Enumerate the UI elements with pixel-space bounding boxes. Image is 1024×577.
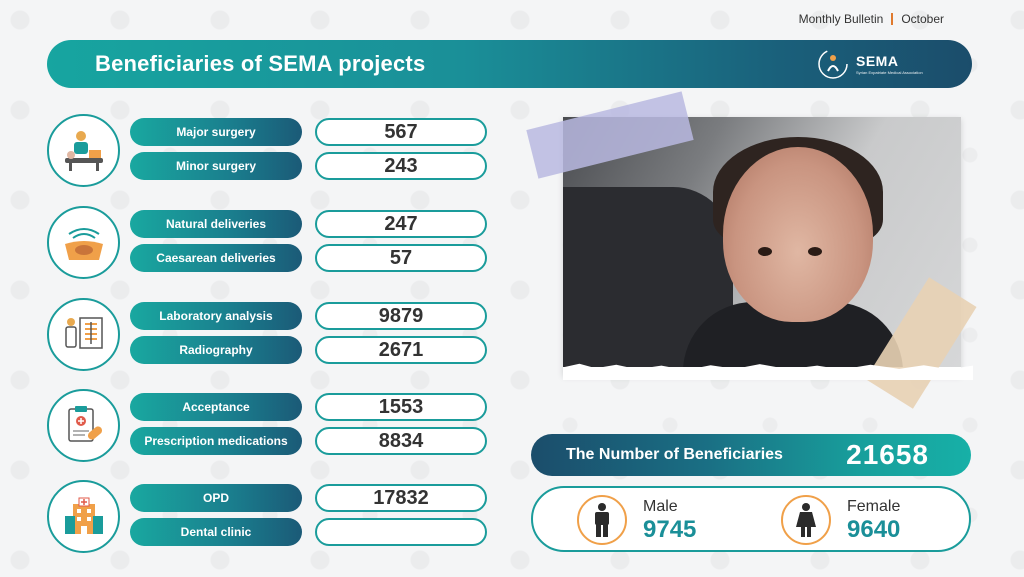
hospital-icon — [47, 480, 120, 553]
value-natural-deliveries: 247 — [315, 210, 487, 238]
torn-paper-edge — [563, 363, 973, 380]
label-dental-clinic: Dental clinic — [130, 518, 302, 546]
surgery-icon — [47, 114, 120, 187]
female-icon — [781, 495, 831, 545]
divider — [891, 13, 894, 25]
label-major-surgery: Major surgery — [130, 118, 302, 146]
value-prescription-medications: 8834 — [315, 427, 487, 455]
total-beneficiaries: The Number of Beneficiaries 21658 — [531, 434, 971, 476]
label-prescription-medications: Prescription medications — [130, 427, 302, 455]
value-caesarean-deliveries: 57 — [315, 244, 487, 272]
page-header: Beneficiaries of SEMA projects SEMA Syri… — [47, 40, 972, 88]
label-opd: OPD — [130, 484, 302, 512]
bulletin-info: Monthly Bulletin October — [799, 12, 944, 26]
total-value: 21658 — [846, 439, 929, 470]
value-opd: 17832 — [315, 484, 487, 512]
label-laboratory-analysis: Laboratory analysis — [130, 302, 302, 330]
label-minor-surgery: Minor surgery — [130, 152, 302, 180]
logo-name: SEMA — [856, 52, 899, 69]
sema-logo: SEMA Syrian Expatriate Medical Associati… — [816, 47, 936, 81]
label-radiography: Radiography — [130, 336, 302, 364]
female-value: 9640 — [847, 516, 901, 543]
page-title: Beneficiaries of SEMA projects — [95, 51, 426, 76]
logo-subtitle: Syrian Expatriate Medical Association — [856, 69, 923, 75]
male-icon — [577, 495, 627, 545]
bulletin-label: Monthly Bulletin — [798, 12, 884, 26]
value-laboratory-analysis: 9879 — [315, 302, 487, 330]
label-natural-deliveries: Natural deliveries — [130, 210, 302, 238]
delivery-icon — [47, 206, 120, 279]
logo-mark-icon — [818, 49, 848, 79]
radiography-icon — [47, 298, 120, 371]
value-radiography: 2671 — [315, 336, 487, 364]
label-acceptance: Acceptance — [130, 393, 302, 421]
male-label: Male — [643, 498, 678, 515]
bulletin-month: October — [901, 12, 944, 26]
female-label: Female — [847, 498, 901, 515]
value-major-surgery: 567 — [315, 118, 487, 146]
value-acceptance: 1553 — [315, 393, 487, 421]
label-caesarean-deliveries: Caesarean deliveries — [130, 244, 302, 272]
prescription-icon — [47, 389, 120, 462]
value-minor-surgery: 243 — [315, 152, 487, 180]
value-dental-clinic — [315, 518, 487, 546]
male-value: 9745 — [643, 516, 697, 543]
gender-breakdown: Male 9745 Female 9640 — [531, 486, 971, 552]
total-label: The Number of Beneficiaries — [566, 446, 783, 463]
child-photo — [563, 117, 961, 375]
